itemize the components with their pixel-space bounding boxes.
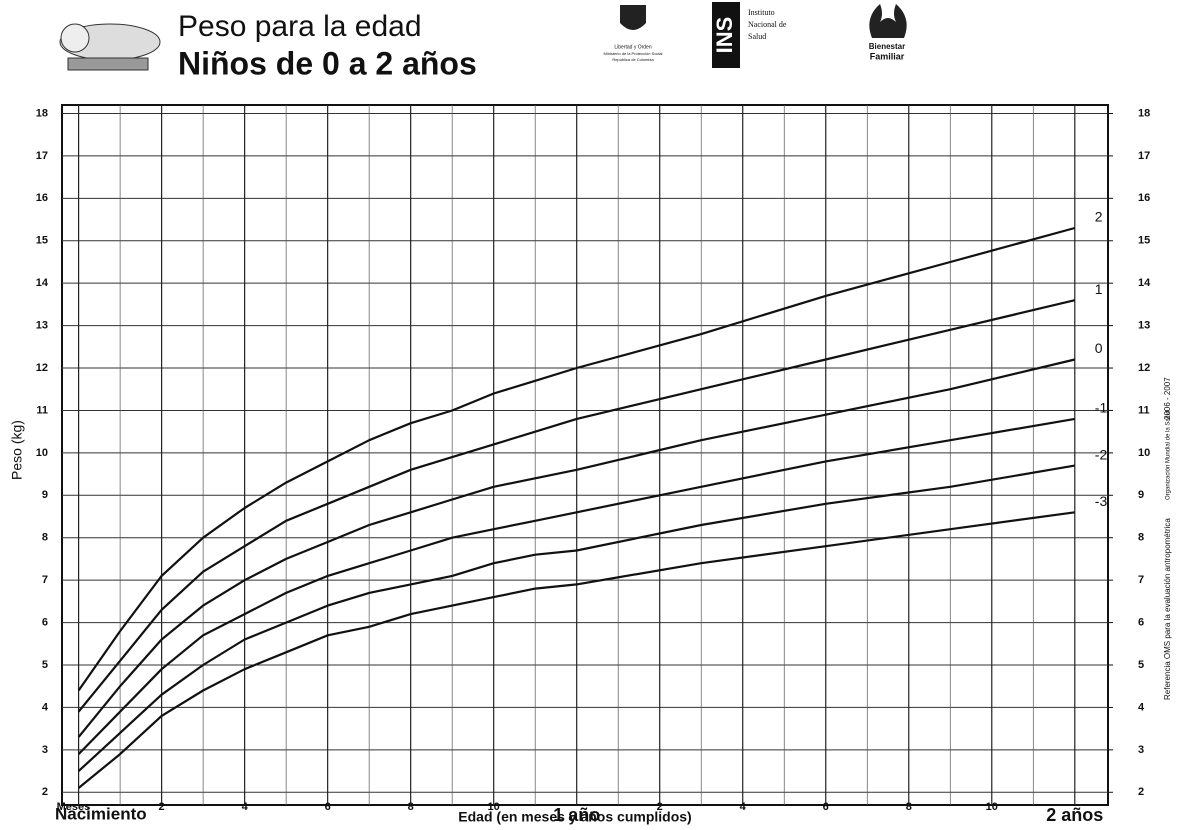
y2-tick-label: 14 [1138, 277, 1151, 289]
y2-tick-label: 2 [1138, 786, 1144, 798]
y-tick-label: 18 [36, 107, 48, 119]
colombia-logo: Libertad y Orden Ministerio de la Protec… [604, 5, 663, 62]
series-label: -1 [1095, 400, 1108, 416]
logo-text: Bienestar [869, 42, 905, 51]
x-tick-label: 2 [159, 801, 165, 813]
y-tick-label: 17 [36, 150, 48, 162]
y-tick-label: 5 [42, 659, 48, 671]
y2-tick-label: 12 [1138, 362, 1150, 374]
side-note: Referencia OMS para la evaluación antrop… [1163, 518, 1172, 700]
x-tick-label: 10 [986, 801, 998, 813]
y-tick-label: 11 [36, 404, 48, 416]
series-label: 0 [1095, 340, 1103, 356]
y2-tick-label: 15 [1138, 235, 1150, 247]
logo-text: Instituto [748, 8, 775, 17]
y-tick-label: 3 [42, 744, 48, 756]
baby-scale-icon [59, 23, 161, 71]
curve [77, 299, 1076, 713]
x-tick-label: 6 [325, 801, 331, 813]
x-origin-label: Nacimiento [55, 804, 147, 823]
chart-subtitle: Niños de 0 a 2 años [178, 45, 477, 81]
y2-tick-label: 13 [1138, 320, 1150, 332]
curve [77, 226, 1076, 692]
y2-tick-label: 18 [1138, 107, 1150, 119]
series-label: 2 [1095, 209, 1103, 225]
y-tick-label: 14 [36, 277, 49, 289]
y-tick-label: 10 [36, 447, 48, 459]
side-note: 2006 - 2007 [1163, 377, 1172, 420]
logo-text: Libertad y Orden [614, 44, 651, 50]
y-tick-label: 7 [42, 574, 48, 586]
curve [77, 417, 1075, 755]
x-axis-title: Edad (en meses y años cumplidos) [458, 809, 691, 825]
x-tick-label: 1 año [553, 805, 600, 825]
x-tick-label: 2 [657, 801, 663, 813]
y2-tick-label: 10 [1138, 447, 1150, 459]
side-note: Organización Mundial de la Salud [1166, 410, 1172, 500]
logo-text: Salud [748, 32, 766, 41]
logo-text: INS [712, 17, 737, 54]
y2-tick-label: 17 [1138, 150, 1150, 162]
x-tick-label: 4 [740, 801, 747, 813]
plot-area [61, 104, 1109, 806]
y-tick-label: 15 [36, 235, 48, 247]
y2-tick-label: 4 [1138, 701, 1145, 713]
y2-tick-label: 7 [1138, 574, 1144, 586]
y2-tick-label: 5 [1138, 659, 1144, 671]
x-tick-label: 2 años [1046, 805, 1103, 825]
y-tick-label: 12 [36, 362, 48, 374]
logo-text: Familiar [870, 51, 905, 61]
y2-tick-label: 6 [1138, 616, 1144, 628]
y2-tick-label: 8 [1138, 532, 1144, 544]
y-axis-title: Peso (kg) [9, 420, 25, 480]
curve [77, 511, 1075, 789]
x-tick-label: 8 [408, 801, 414, 813]
x-tick-label: Meses [57, 801, 91, 813]
y-tick-label: 8 [42, 532, 48, 544]
y-tick-label: 6 [42, 616, 48, 628]
curve [77, 464, 1075, 772]
y2-tick-label: 16 [1138, 192, 1150, 204]
y-tick-label: 13 [36, 320, 48, 332]
y-tick-label: 2 [42, 786, 48, 798]
logo-text: República de Colombia [612, 57, 654, 62]
y-tick-label: 16 [36, 192, 48, 204]
x-tick-label: 6 [823, 801, 829, 813]
series-label: 1 [1095, 281, 1103, 297]
logo-text: Ministerio de la Protección Social [604, 51, 663, 56]
y2-tick-label: 9 [1138, 489, 1144, 501]
series-label: -3 [1095, 493, 1108, 509]
y2-tick-label: 11 [1138, 404, 1150, 416]
y-tick-label: 4 [42, 701, 49, 713]
x-tick-label: 8 [906, 801, 912, 813]
curve [77, 358, 1076, 738]
bienestar-logo: Bienestar Familiar [869, 4, 907, 61]
y-tick-label: 9 [42, 489, 48, 501]
series-label: -2 [1095, 446, 1108, 462]
x-tick-label: 4 [242, 801, 249, 813]
logo-text: Nacional de [748, 20, 787, 29]
y2-tick-label: 3 [1138, 744, 1144, 756]
chart-title: Peso para la edad [178, 10, 422, 43]
ins-logo: INS Instituto Nacional de Salud [712, 2, 787, 68]
x-tick-label: 10 [488, 801, 500, 813]
